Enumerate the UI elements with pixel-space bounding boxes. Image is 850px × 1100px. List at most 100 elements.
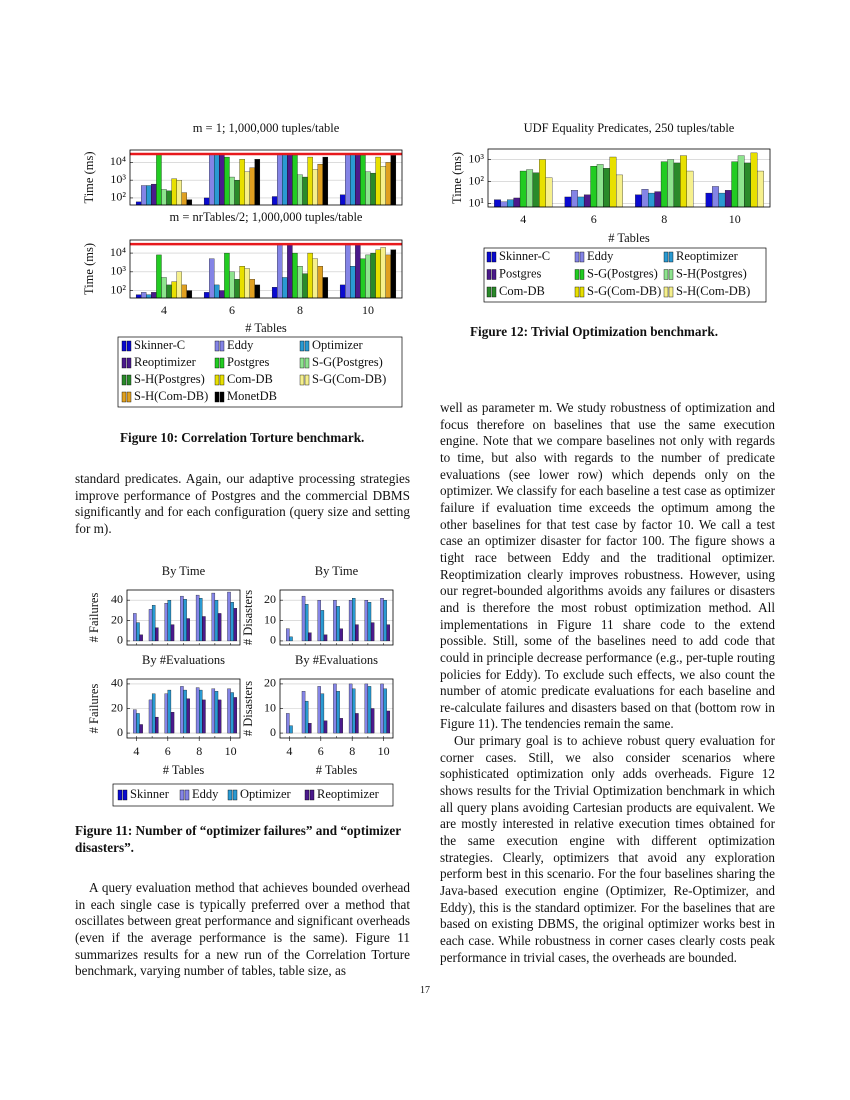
- legend-label: Postgres: [499, 266, 542, 280]
- bar: [239, 266, 245, 299]
- bar: [339, 718, 343, 734]
- legend-swatch: [574, 269, 580, 280]
- y-tick-label: 0: [270, 725, 276, 739]
- legend-label: S-G(Postgres): [587, 266, 658, 280]
- bar: [229, 176, 235, 206]
- bar: [214, 691, 219, 734]
- legend-label: S-G(Com-DB): [312, 372, 386, 386]
- legend-swatch: [126, 391, 132, 403]
- bar: [214, 153, 220, 206]
- legend-swatch: [579, 269, 585, 280]
- legend-swatch: [121, 340, 127, 352]
- bar: [282, 153, 288, 206]
- bar: [731, 161, 739, 208]
- legend-label: MonetDB: [227, 389, 277, 403]
- bar: [355, 713, 359, 734]
- legend-label: Com-DB: [227, 372, 273, 386]
- legend-swatch: [121, 357, 127, 369]
- bar: [365, 171, 371, 206]
- legend-label: Reoptimizer: [676, 249, 739, 263]
- bar: [166, 190, 172, 206]
- bar: [364, 600, 369, 642]
- bar: [718, 192, 726, 208]
- bar: [282, 277, 288, 299]
- bar: [183, 689, 187, 734]
- y-tick-label: 10¹: [468, 195, 484, 209]
- bar: [590, 165, 598, 208]
- plot-frame: [487, 148, 771, 208]
- bar: [339, 628, 343, 642]
- y-axis-label: # Failures: [87, 593, 101, 643]
- y-tick-label: 10²: [110, 282, 126, 296]
- y-tick-label: 20: [111, 612, 123, 626]
- bar: [680, 155, 687, 208]
- x-axis-label: # Tables: [163, 763, 205, 777]
- x-tick-label: 6: [165, 744, 171, 758]
- figure-caption: Figure 12: Trivial Optimization benchmar…: [470, 324, 718, 339]
- legend-swatch: [668, 286, 674, 298]
- legend-label: Reoptimizer: [317, 787, 380, 801]
- bar: [289, 725, 293, 734]
- bar: [181, 192, 187, 206]
- legend-swatch: [574, 286, 580, 298]
- legend-swatch: [579, 286, 585, 298]
- bar: [500, 201, 508, 208]
- y-axis-label: Time (ms): [82, 152, 96, 204]
- bar: [317, 686, 321, 734]
- bar: [596, 164, 604, 208]
- bar: [365, 254, 371, 299]
- bar: [336, 606, 340, 642]
- bar: [180, 595, 184, 642]
- y-tick-label: 20: [264, 592, 276, 606]
- bar: [151, 693, 156, 734]
- legend-swatch: [668, 269, 674, 280]
- legend-swatch: [219, 391, 225, 403]
- y-tick-label: 10: [264, 700, 276, 714]
- legend-box: [117, 336, 403, 408]
- y-tick-label: 10⁴: [110, 245, 126, 259]
- bar: [641, 189, 649, 208]
- bar: [176, 271, 182, 299]
- bar: [317, 266, 323, 299]
- bar: [271, 196, 278, 206]
- legend-swatch: [214, 340, 220, 352]
- bar: [360, 155, 366, 206]
- figure-caption: Figure 10: Correlation Torture benchmark…: [120, 430, 365, 445]
- bar: [249, 279, 255, 299]
- bar: [370, 252, 376, 299]
- legend-label: S-G(Com-DB): [587, 284, 661, 298]
- bar: [139, 724, 143, 734]
- bar: [302, 273, 308, 299]
- x-tick-label: 8: [297, 303, 303, 317]
- y-axis-label: # Failures: [87, 684, 101, 734]
- bar: [186, 290, 193, 299]
- bar: [217, 613, 222, 642]
- plot-frame: [279, 589, 394, 646]
- bar: [277, 244, 283, 299]
- bar: [317, 600, 321, 642]
- legend-swatch: [491, 269, 497, 280]
- bar: [217, 699, 222, 734]
- bar: [151, 292, 157, 299]
- bar: [230, 602, 234, 642]
- bar: [224, 156, 230, 206]
- bar: [167, 600, 172, 642]
- bar: [254, 284, 261, 299]
- bar: [333, 683, 337, 734]
- bar: [203, 292, 210, 299]
- y-axis-label: Time (ms): [450, 152, 464, 204]
- bar: [289, 636, 293, 642]
- bar: [350, 153, 356, 206]
- legend-swatch: [184, 789, 190, 801]
- legend-label: S-H(Com-DB): [676, 284, 750, 298]
- y-tick-label: 10: [264, 612, 276, 626]
- bar: [571, 190, 578, 208]
- chart-title: m = nrTables/2; 1,000,000 tuples/table: [170, 210, 363, 224]
- legend-swatch: [299, 374, 305, 386]
- bar: [348, 683, 353, 734]
- legend-swatch: [232, 789, 238, 801]
- bar: [148, 699, 153, 734]
- bar: [151, 605, 156, 642]
